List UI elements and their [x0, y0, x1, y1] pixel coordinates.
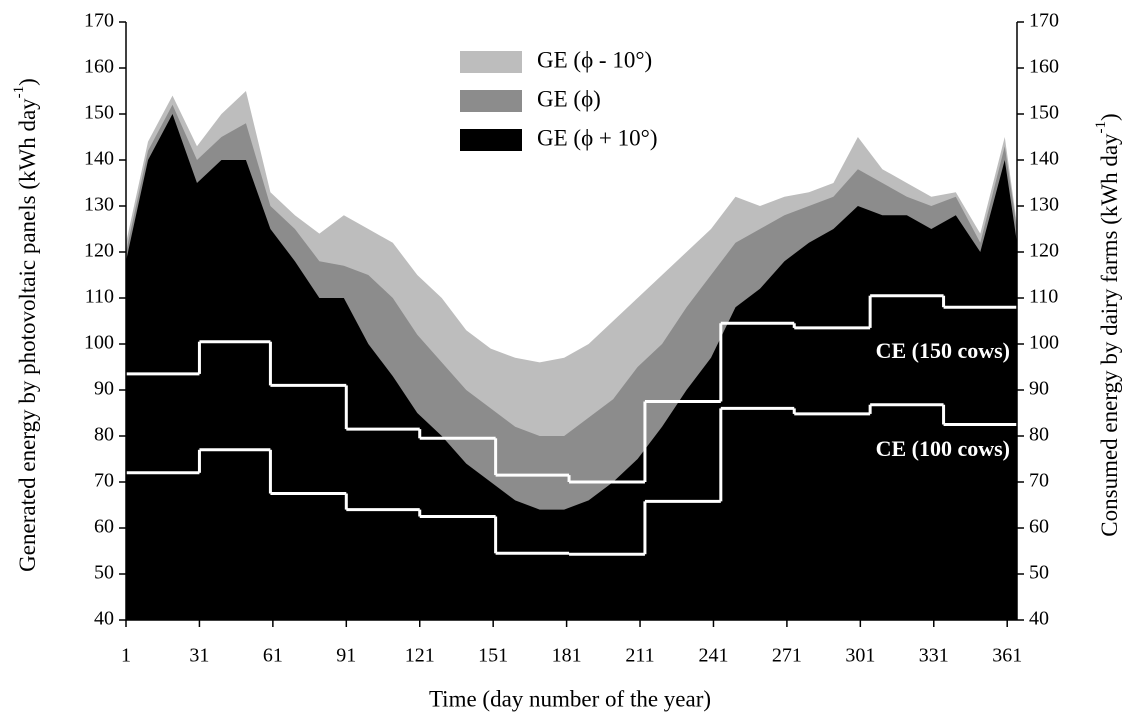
area: [126, 114, 1017, 620]
y-tick-label: 160: [84, 56, 114, 78]
x-tick-label: 241: [698, 645, 728, 667]
legend-swatch: [460, 90, 522, 112]
y2-tick-label: 120: [1029, 240, 1059, 262]
y-axis-label: Generated energy by photovoltaic panels …: [11, 78, 40, 572]
y2-tick-label: 80: [1029, 424, 1049, 446]
series-annotation: CE (100 cows): [876, 436, 1010, 461]
legend-swatch: [460, 129, 522, 151]
y2-tick-label: 70: [1029, 470, 1049, 492]
y-tick-label: 150: [84, 102, 114, 124]
y2-tick-label: 40: [1029, 608, 1049, 630]
x-axis-label: Time (day number of the year): [429, 686, 711, 711]
y-tick-label: 120: [84, 240, 114, 262]
y2-tick-label: 160: [1029, 56, 1059, 78]
y-label-sup: -1: [11, 86, 27, 99]
series-annotation: CE (150 cows): [876, 338, 1010, 363]
y-tick-label: 100: [84, 332, 114, 354]
y-label-text: Generated energy by photovoltaic panels …: [15, 98, 40, 572]
y-tick-label: 90: [94, 378, 114, 400]
x-tick-label: 1: [121, 645, 131, 667]
y-tick-label: 50: [94, 562, 114, 584]
y2-label-sup: -1: [1093, 121, 1109, 134]
x-tick-label: 151: [478, 645, 508, 667]
x-tick-label: 361: [992, 645, 1022, 667]
legend-swatch: [460, 51, 522, 73]
y2-label-text: Consumed energy by dairy farms (kWh day: [1097, 133, 1122, 537]
y2-tick-label: 150: [1029, 102, 1059, 124]
x-tick-label: 91: [336, 645, 356, 667]
x-tick-label: 211: [625, 645, 654, 667]
y2-tick-label: 50: [1029, 562, 1049, 584]
y-tick-label: 80: [94, 424, 114, 446]
x-tick-label: 181: [552, 645, 582, 667]
y-tick-label: 110: [85, 286, 114, 308]
legend-label: GE (ϕ - 10°): [537, 47, 652, 72]
y2-label-close: ): [1097, 113, 1122, 121]
y-tick-label: 170: [84, 10, 114, 32]
y2-axis-label: Consumed energy by dairy farms (kWh day-…: [1093, 113, 1122, 536]
legend-label: GE (ϕ): [537, 86, 601, 111]
y-tick-label: 40: [94, 608, 114, 630]
legend-label: GE (ϕ + 10°): [537, 125, 658, 150]
x-tick-label: 331: [919, 645, 949, 667]
x-tick-label: 61: [263, 645, 283, 667]
x-tick-label: 31: [189, 645, 209, 667]
y-tick-label: 130: [84, 194, 114, 216]
y2-tick-label: 110: [1029, 286, 1058, 308]
x-tick-label: 301: [845, 645, 875, 667]
y-tick-label: 60: [94, 516, 114, 538]
y-tick-label: 70: [94, 470, 114, 492]
y-label-close: ): [15, 78, 40, 86]
x-tick-label: 121: [405, 645, 435, 667]
y2-tick-label: 90: [1029, 378, 1049, 400]
y2-tick-label: 130: [1029, 194, 1059, 216]
y2-tick-label: 100: [1029, 332, 1059, 354]
y2-tick-label: 170: [1029, 10, 1059, 32]
y2-tick-label: 140: [1029, 148, 1059, 170]
y-tick-label: 140: [84, 148, 114, 170]
y2-tick-label: 60: [1029, 516, 1049, 538]
x-tick-label: 271: [772, 645, 802, 667]
